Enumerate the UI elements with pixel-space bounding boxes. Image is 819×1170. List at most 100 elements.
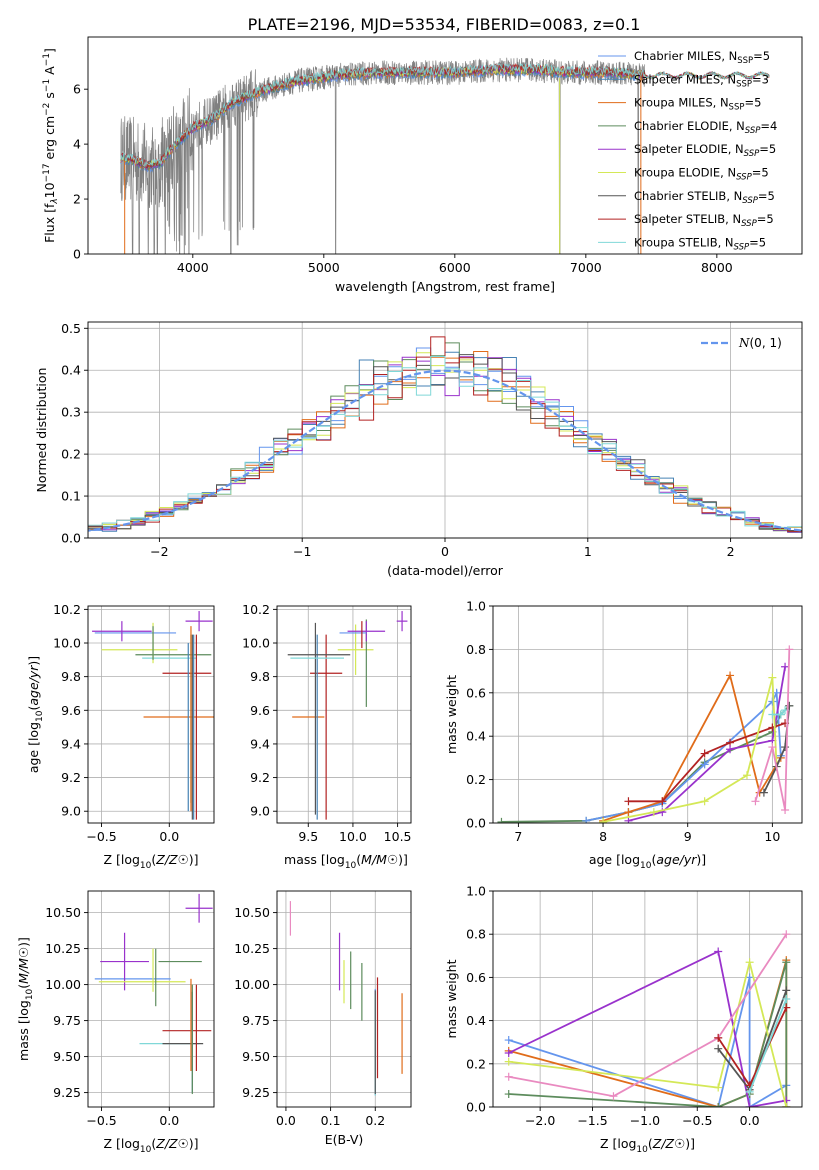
tick-label-y: 0.4 (466, 729, 486, 744)
tick-label-y: 6 (73, 82, 81, 97)
weight-point-marker (782, 986, 791, 995)
tick-label-x: −1.0 (630, 1113, 660, 1128)
tick-label-y: 10.2 (53, 602, 81, 617)
weight-point-marker (768, 743, 777, 752)
x-axis-label: age [log10(age/yr)] (589, 852, 706, 871)
axes-border (87, 605, 215, 824)
tick-label-x: 0.0 (159, 1113, 179, 1128)
weight-point-marker (776, 710, 785, 719)
axes-border (87, 890, 215, 1108)
weight-point-marker (745, 1103, 754, 1107)
tick-label-y: 0.1 (61, 489, 81, 504)
tick-label-y: 10.0 (53, 636, 81, 651)
tick-label-x: 6000 (439, 260, 471, 275)
weight-point-marker (782, 958, 791, 967)
tick-label-y: 9.50 (53, 1049, 81, 1064)
tick-label-y: 0.2 (466, 772, 486, 787)
weight-point-marker (742, 771, 751, 780)
tick-label-y: 9.2 (61, 770, 81, 785)
tick-label-y: 9.6 (250, 703, 270, 718)
tick-label-y: 9.2 (250, 770, 270, 785)
weight-series-line (508, 962, 788, 1107)
weight-point-marker (768, 697, 777, 706)
observed-spectrum-line (120, 57, 646, 254)
tick-label-x: −1.5 (577, 1113, 607, 1128)
tick-label-y: 0.3 (61, 405, 81, 420)
tick-label-x: −1 (293, 544, 311, 559)
weight-point-marker (609, 1092, 618, 1101)
y-axis-label: mass [log10(M/M☉)] (16, 937, 35, 1061)
tick-label-y: 0.8 (466, 642, 486, 657)
tick-label-x: 8 (599, 829, 607, 844)
tick-label-y: 9.25 (53, 1085, 81, 1100)
weight-point-marker (785, 701, 794, 710)
tick-label-x: 8000 (701, 260, 733, 275)
tick-label-x: 10.0 (339, 829, 367, 844)
legend-label: N(0, 1) (738, 336, 782, 350)
tick-label-y: 0.0 (466, 816, 486, 831)
tick-label-x: 4000 (177, 260, 209, 275)
errorbar-point (92, 621, 152, 642)
axes-frame: 9.5 10.0 10.5 9.0 9.2 9.4 9.6 9.8 10.0 10.2 mass [… (242, 602, 411, 871)
tick-label-x: −0.5 (86, 1113, 116, 1128)
legend-label: Chabrier MILES, NSSP=5 (634, 49, 770, 66)
weight-point-marker (504, 1036, 513, 1045)
errorbar-point (100, 932, 149, 991)
weight-vs-age-panel: 7 8 9 10 0.0 0.2 0.4 0.6 0.8 1.0 mass weight age [l… (444, 599, 803, 871)
weight-series-line (602, 677, 778, 823)
weight-point-marker (649, 808, 658, 817)
weight-series-line (501, 705, 790, 823)
weight-point-marker (714, 1044, 723, 1053)
axes-border (276, 890, 412, 1108)
weight-point-marker (782, 1103, 791, 1107)
tick-label-y: 0.6 (466, 970, 486, 985)
weight-point-marker (726, 671, 735, 680)
tick-label-x: 0.0 (276, 1113, 296, 1128)
weight-point-marker (785, 645, 794, 654)
tick-label-y: 0.6 (466, 685, 486, 700)
weight-point-marker (700, 749, 709, 758)
x-axis-label: (data-model)/error (387, 563, 504, 578)
tick-label-y: 10.0 (242, 636, 270, 651)
weight-point-marker (781, 743, 790, 752)
tick-label-x: −0.5 (86, 829, 116, 844)
tick-label-y: 10.50 (45, 905, 81, 920)
weight-point-marker (624, 797, 633, 806)
mass-vs-extinction-panel: 0.0 0.1 0.2 9.25 9.50 9.75 10.00 10.25 10.50 E(B-… (234, 890, 412, 1147)
weight-point-marker (582, 816, 591, 823)
model-spectrum-line (120, 62, 770, 168)
weight-point-marker (768, 710, 777, 719)
tick-label-y: 9.6 (61, 703, 81, 718)
gaussian-reference-line (88, 369, 802, 532)
grid (493, 605, 802, 824)
plot-area (120, 57, 770, 254)
y-axis-label: age [log10(age/yr)] (26, 656, 45, 773)
plot-area (289, 901, 403, 1096)
tick-label-y: 1.0 (466, 599, 486, 614)
weight-series-line (508, 933, 788, 1098)
plot-area (497, 645, 794, 823)
tick-label-y: 9.8 (61, 669, 81, 684)
axes-frame: 4000 5000 6000 7000 8000 0 2 4 6 wavelength [Angs… (42, 36, 803, 294)
x-axis-label: wavelength [Angstrom, rest frame] (335, 279, 555, 294)
tick-label-y: 10.2 (242, 602, 270, 617)
weight-point-marker (504, 1057, 513, 1066)
weight-point-marker (624, 816, 633, 823)
plot-area (94, 893, 213, 1095)
legend: Chabrier MILES, NSSP=5 Salpeter MILES, NS… (598, 49, 777, 252)
tick-label-y: 0 (73, 247, 81, 262)
legend: N(0, 1) (701, 336, 782, 350)
weight-point-marker (504, 1090, 513, 1099)
weight-point-marker (768, 673, 777, 682)
weight-point-marker (624, 808, 633, 817)
tick-label-y: 9.4 (250, 736, 270, 751)
weight-point-marker (782, 995, 791, 1003)
tick-label-x: −2 (150, 544, 168, 559)
tick-label-y: 10.00 (45, 977, 81, 992)
tick-label-x: 0 (441, 544, 449, 559)
weight-point-marker (714, 947, 723, 956)
tick-label-y: 9.8 (250, 669, 270, 684)
tick-label-y: 10.25 (234, 941, 270, 956)
tick-label-x: 0.1 (321, 1113, 341, 1128)
tick-label-y: 9.50 (242, 1049, 270, 1064)
